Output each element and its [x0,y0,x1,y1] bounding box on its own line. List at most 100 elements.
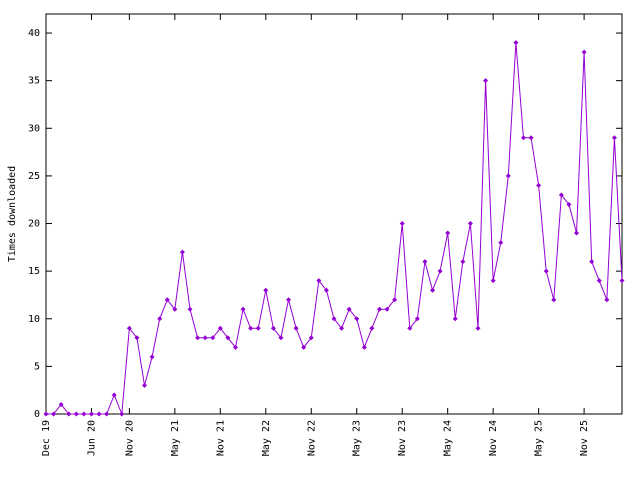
data-point [126,325,132,331]
data-point [369,325,375,331]
data-point [255,325,261,331]
data-point [354,316,360,322]
data-point [104,411,110,417]
x-tick-label: Nov 25 [579,420,590,456]
data-point [513,40,519,46]
x-tick-label: May 25 [534,420,545,456]
data-point [475,325,481,331]
data-point [278,335,284,341]
data-point [225,335,231,341]
data-point [460,259,466,265]
data-point [66,411,72,417]
data-point [202,335,208,341]
data-point [422,259,428,265]
data-point [157,316,163,322]
data-point [240,306,246,312]
data-point [392,297,398,303]
data-point [452,316,458,322]
data-point [430,287,436,293]
data-point [58,401,64,407]
x-tick-label: Nov 24 [488,420,499,456]
y-tick-label: 20 [28,219,40,230]
data-point [589,259,595,265]
data-point [316,278,322,284]
y-tick-label: 5 [34,361,40,372]
data-point [301,344,307,350]
x-tick-label: May 24 [443,420,454,456]
data-point [111,392,117,398]
data-point [210,335,216,341]
data-point [286,297,292,303]
y-tick-label: 35 [28,76,40,87]
data-point [88,411,94,417]
x-tick-label: Jun 20 [86,420,97,456]
y-tick-label: 10 [28,314,40,325]
data-point [558,192,564,198]
y-tick-label: 15 [28,266,40,277]
data-point [73,411,79,417]
data-point [96,411,102,417]
data-point [490,278,496,284]
data-point [399,221,405,227]
data-point [528,135,534,141]
data-point [407,325,413,331]
data-point [376,306,382,312]
data-point [483,78,489,84]
data-line [46,42,623,415]
x-tick-label: May 23 [352,420,363,456]
y-tick-label: 25 [28,171,40,182]
data-point [134,335,140,341]
data-point [414,316,420,322]
data-point [81,411,87,417]
data-point [437,268,443,274]
data-point [604,297,610,303]
data-point [581,49,587,55]
data-point [293,325,299,331]
data-point [619,278,625,284]
data-point [346,306,352,312]
x-tick-label: May 21 [170,420,181,456]
data-point [323,287,329,293]
data-point [51,411,57,417]
data-point [172,306,178,312]
data-point [248,325,254,331]
data-point [551,297,557,303]
data-point [179,249,185,255]
data-point [574,230,580,236]
y-tick-label: 40 [28,28,40,39]
x-tick-label: Nov 23 [397,420,408,456]
data-point [331,316,337,322]
data-point [384,306,390,312]
data-point [498,240,504,246]
x-tick-label: Nov 21 [215,420,226,456]
data-point [164,297,170,303]
y-tick-label: 30 [28,123,40,134]
data-point [270,325,276,331]
data-point [308,335,314,341]
x-tick-label: May 22 [261,420,272,456]
x-tick-label: Dec 19 [41,420,52,456]
data-point [543,268,549,274]
plot-border [45,13,623,415]
data-point [520,135,526,141]
y-tick-label: 0 [34,409,40,420]
data-point [536,182,542,188]
data-point [263,287,269,293]
y-axis-label: Times downloaded [7,166,18,262]
data-point [217,325,223,331]
data-point [596,278,602,284]
data-point [142,382,148,388]
data-point [119,411,125,417]
data-point [187,306,193,312]
data-point [611,135,617,141]
x-tick-label: Nov 20 [124,420,135,456]
data-point [566,201,572,207]
data-point [339,325,345,331]
data-point [232,344,238,350]
data-point [467,221,473,227]
data-point [445,230,451,236]
data-point [505,173,511,179]
x-tick-label: Nov 22 [306,420,317,456]
data-point [361,344,367,350]
